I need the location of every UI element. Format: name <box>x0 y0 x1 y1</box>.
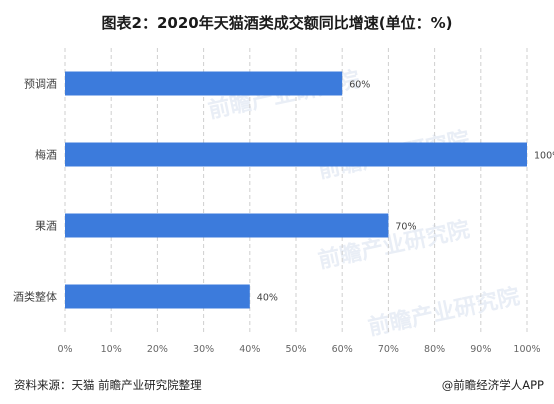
bar <box>65 71 343 96</box>
x-tick-label: 60% <box>332 344 353 355</box>
category-label: 预调酒 <box>24 78 57 91</box>
grid-lines <box>64 48 528 332</box>
x-tick-label: 50% <box>285 344 306 355</box>
x-tick-label: 70% <box>378 344 399 355</box>
bar <box>65 142 527 167</box>
bars <box>65 71 527 309</box>
category-label: 酒类整体 <box>13 290 57 304</box>
data-label: 70% <box>395 222 416 233</box>
x-tick-label: 90% <box>470 344 491 355</box>
data-label: 40% <box>257 293 278 304</box>
watermark: 前瞻产业研究院 前瞻产业研究院 前瞻产业研究院 前瞻产业研究院 <box>206 66 522 340</box>
data-label: 60% <box>349 80 370 91</box>
labels: 0% 10% 20% 30% 40% 50% 60% 70% 80% 90% 100% 预调酒 60% 梅… <box>13 78 554 356</box>
x-tick-label: 0% <box>57 344 72 355</box>
chart-title: 图表2：2020年天猫酒类成交额同比增速(单位：%) <box>101 14 453 32</box>
x-tick-label: 40% <box>239 344 260 355</box>
bar <box>65 213 389 238</box>
category-label: 梅酒 <box>35 148 57 162</box>
data-label: 100% <box>534 151 554 162</box>
x-tick-label: 10% <box>101 344 122 355</box>
category-label: 果酒 <box>35 220 57 233</box>
x-tick-label: 100% <box>513 344 540 355</box>
credit-note: @前瞻经济学人APP <box>441 378 544 392</box>
source-note: 资料来源：天猫 前瞻产业研究院整理 <box>14 378 202 392</box>
bar <box>65 284 250 309</box>
svg-text:前瞻产业研究院: 前瞻产业研究院 <box>366 283 522 340</box>
x-tick-label: 30% <box>193 344 214 355</box>
x-tick-label: 80% <box>424 344 445 355</box>
x-tick-label: 20% <box>147 344 168 355</box>
